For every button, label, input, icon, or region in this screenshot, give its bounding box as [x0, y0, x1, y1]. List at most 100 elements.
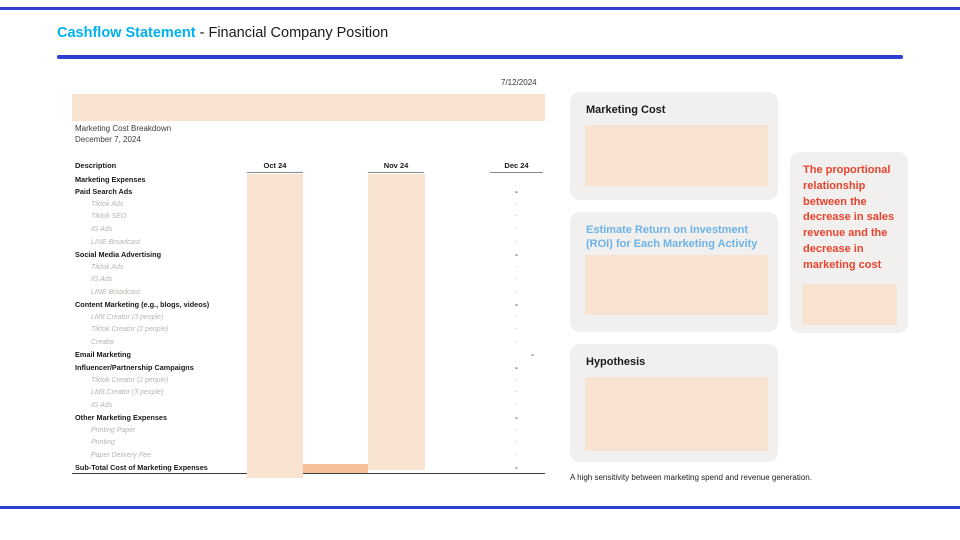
table-row: Tiktok Ads -	[72, 198, 545, 211]
nov-column-redaction-block	[368, 174, 425, 470]
page-title-accent: Cashflow Statement	[57, 25, 196, 41]
callout-redaction-block	[802, 284, 897, 325]
top-divider	[0, 7, 960, 10]
oct-header-underline	[247, 172, 303, 173]
dec-value: -	[515, 426, 518, 434]
table-row: IG Ads -	[72, 273, 545, 286]
subtotal-redaction-strip	[303, 464, 368, 473]
dec-value: -	[515, 225, 518, 233]
dec-value: -	[515, 276, 518, 284]
dec-value: -	[515, 389, 518, 397]
dec-value: -	[515, 462, 518, 472]
title-underline-rule	[57, 55, 903, 59]
table-body: Marketing Expenses Paid Search Ads - Tiktok…	[72, 173, 545, 475]
table-row: LINE Broadcast -	[72, 236, 545, 249]
row-label: Other Marketing Expenses	[75, 413, 168, 423]
oct-column-redaction-block	[247, 174, 303, 478]
dec-value: -	[515, 313, 518, 321]
row-label: Printing	[91, 439, 115, 447]
page-title-rest: - Financial Company Position	[195, 25, 389, 41]
dec-value: -	[515, 326, 518, 334]
col-header-nov: Nov 24	[383, 161, 409, 170]
dec-value: -	[515, 362, 518, 372]
dec-value: -	[515, 338, 518, 346]
row-label: Tiktok Creator (2 people)	[91, 376, 169, 384]
dec-value: -	[515, 376, 518, 384]
row-label: LINE Broadcast	[91, 238, 141, 246]
hypothesis-panel-title: Hypothesis	[586, 356, 646, 368]
table-subtitle: Marketing Cost Breakdown	[75, 124, 172, 133]
row-label: Tiktok Ads	[91, 200, 124, 208]
table-row: Tiktok Creator (2 people) -	[72, 324, 545, 337]
table-row: Printing Paper -	[72, 424, 545, 437]
dec-value: -	[515, 200, 518, 208]
table-row: Tiktok SEO -	[72, 211, 545, 224]
page-title: Cashflow Statement - Financial Company P…	[57, 25, 388, 41]
dec-value: -	[515, 238, 518, 246]
nov-header-underline	[368, 172, 424, 173]
table-row: IG Ads -	[72, 399, 545, 412]
sensitivity-footnote: A high sensitivity between marketing spe…	[570, 473, 812, 482]
table-row: Tiktok Ads -	[72, 261, 545, 274]
table-row: Marketing Expenses	[72, 173, 545, 186]
dec-value: -	[515, 288, 518, 296]
row-label: IG Ads	[91, 225, 113, 233]
dec-value: -	[531, 350, 534, 360]
dec-value: -	[515, 451, 518, 459]
row-label: Creator	[91, 338, 115, 346]
marketing-cost-panel: Marketing Cost	[570, 92, 778, 200]
row-label: IG Ads	[91, 276, 113, 284]
table-row: Sub-Total Cost of Marketing Expenses -	[72, 462, 545, 475]
roi-redaction-block	[585, 255, 768, 315]
col-header-description: Description	[75, 161, 117, 170]
table-row: Printing -	[72, 436, 545, 449]
row-label: Tiktok SEO	[91, 213, 127, 221]
marketing-cost-panel-title: Marketing Cost	[586, 104, 666, 116]
proportional-relationship-callout: The proportional relationship between th…	[790, 152, 908, 333]
dec-value: -	[515, 250, 518, 260]
row-label: Social Media Advertising	[75, 250, 162, 260]
row-label: IG Ads	[91, 401, 113, 409]
row-label: LM8 Creator (3 people)	[91, 313, 164, 321]
row-label: LINE Broadcast	[91, 288, 141, 296]
col-header-oct: Oct 24	[263, 161, 287, 170]
dec-value: -	[515, 263, 518, 271]
roi-panel-title: Estimate Return on Investment (ROI) for …	[586, 224, 758, 251]
table-row: Influencer/Partnership Campaigns -	[72, 361, 545, 374]
table-row: IG Ads -	[72, 223, 545, 236]
row-label: Paid Search Ads	[75, 187, 133, 197]
bottom-divider	[0, 506, 960, 509]
row-label: LM8 Creator (3 people)	[91, 389, 164, 397]
callout-text: The proportional relationship between th…	[803, 164, 895, 271]
report-date: 7/12/2024	[501, 78, 537, 87]
marketing-cost-table: Description Oct 24 Nov 24 Dec 24 Marketi…	[72, 159, 545, 475]
hypothesis-redaction-block	[585, 377, 768, 451]
dec-value: -	[515, 187, 518, 197]
row-label: Content Marketing (e.g., blogs, videos)	[75, 300, 210, 310]
row-label: Tiktok Ads	[91, 263, 124, 271]
row-label: Marketing Expenses	[75, 174, 146, 184]
row-label: Influencer/Partnership Campaigns	[75, 362, 194, 372]
row-label: Printing Paper	[91, 426, 136, 434]
row-label: Sub-Total Cost of Marketing Expenses	[75, 462, 208, 472]
table-row: LM8 Creator (3 people) -	[72, 386, 545, 399]
dec-value: -	[515, 300, 518, 310]
table-row: Tiktok Creator (2 people) -	[72, 374, 545, 387]
dec-value: -	[515, 213, 518, 221]
dec-value: -	[515, 413, 518, 423]
header-redaction-block	[72, 94, 545, 121]
table-row: Creator -	[72, 336, 545, 349]
row-label: Tiktok Creator (2 people)	[91, 326, 169, 334]
table-row: Paid Search Ads -	[72, 186, 545, 199]
table-row: LM8 Creator (3 people) -	[72, 311, 545, 324]
table-row: LINE Broadcast -	[72, 286, 545, 299]
table-row: Email Marketing -	[72, 349, 545, 362]
row-label: Paper Delivery Fee	[91, 451, 151, 459]
col-header-dec: Dec 24	[504, 161, 529, 170]
table-row: Content Marketing (e.g., blogs, videos) -	[72, 298, 545, 311]
row-label: Email Marketing	[75, 350, 131, 360]
table-row: Paper Delivery Fee -	[72, 449, 545, 462]
marketing-cost-redaction-block	[585, 125, 768, 186]
roi-panel: Estimate Return on Investment (ROI) for …	[570, 212, 778, 332]
